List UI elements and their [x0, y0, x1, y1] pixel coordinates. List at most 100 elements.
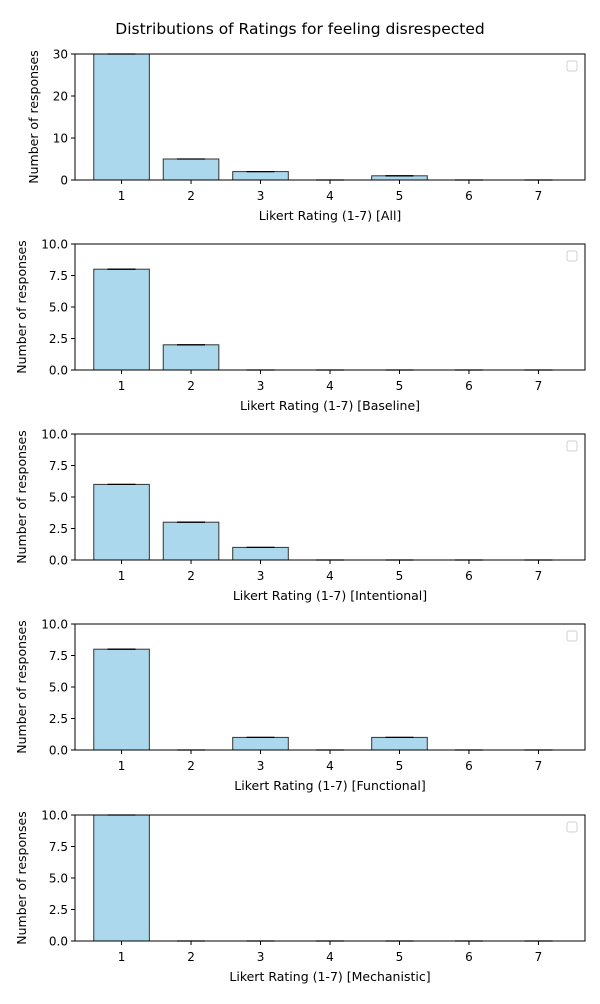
subplot-3: 1 2 3 4 5 6 7 0.0 2.5 5.0 7.5 10.0 Likert Rating (1-… [14, 428, 586, 603]
bar-1 [93, 814, 150, 942]
x-axis-label: Likert Rating (1-7) [Functional] [234, 778, 425, 793]
x-tick-label: 2 [187, 569, 195, 583]
bar-2 [162, 521, 220, 561]
y-tick-label: 0.0 [49, 744, 68, 758]
y-tick-label: 0.0 [49, 364, 68, 378]
x-tick-label: 3 [257, 759, 265, 773]
x-tick-label: 2 [187, 759, 195, 773]
axes-frame [74, 623, 586, 751]
y-tick-label: 7.5 [49, 649, 68, 663]
y-tick-label: 20 [53, 90, 68, 104]
x-tick-label: 4 [326, 189, 334, 203]
y-tick-label: 0.0 [49, 554, 68, 568]
subplot-5: 1 2 3 4 5 6 7 0.0 2.5 5.0 7.5 10.0 Likert Rating (1-… [14, 809, 586, 984]
y-tick-label: 2.5 [49, 332, 68, 346]
bar-1 [93, 648, 150, 751]
x-tick-label: 1 [118, 950, 126, 964]
subplots: 1 2 3 4 5 6 7 0 10 20 30 Likert Rating (1-7) [All] N… [14, 48, 586, 984]
x-tick-label: 4 [326, 759, 334, 773]
axes-frame [74, 243, 586, 371]
x-tick-label: 7 [535, 379, 543, 393]
x-tick-label: 7 [535, 759, 543, 773]
y-tick-label: 7.5 [49, 840, 68, 854]
y-axis-label: Number of responses [14, 811, 29, 945]
bar-1 [93, 268, 150, 371]
y-tick-label: 0 [60, 174, 68, 188]
x-tick-label: 5 [396, 569, 404, 583]
bar-2 [162, 344, 220, 371]
x-tick-label: 4 [326, 569, 334, 583]
y-tick-label: 2.5 [49, 903, 68, 917]
x-tick-label: 7 [535, 569, 543, 583]
x-tick-label: 2 [187, 379, 195, 393]
figure-title: Distributions of Ratings for feeling dis… [115, 20, 484, 38]
x-tick-label: 3 [257, 569, 265, 583]
y-tick-label: 30 [53, 48, 68, 62]
x-tick-label: 6 [465, 379, 473, 393]
subplot-4: 1 2 3 4 5 6 7 0.0 2.5 5.0 7.5 10.0 Likert Rating (1-… [14, 618, 586, 793]
x-tick-label: 5 [396, 759, 404, 773]
x-tick-label: 3 [257, 379, 265, 393]
x-tick-label: 3 [257, 950, 265, 964]
x-tick-label: 2 [187, 189, 195, 203]
legend-box [566, 821, 578, 833]
y-tick-label: 10.0 [41, 809, 68, 823]
legend-box [566, 60, 578, 72]
y-tick-label: 10 [53, 132, 68, 146]
x-tick-label: 2 [187, 950, 195, 964]
x-tick-label: 1 [118, 189, 126, 203]
subplot-1: 1 2 3 4 5 6 7 0 10 20 30 Likert Rating (1-7) [All] N… [26, 48, 586, 223]
legend-box [566, 250, 578, 262]
y-tick-label: 5.0 [49, 872, 68, 886]
x-axis-label: Likert Rating (1-7) [Mechanistic] [229, 969, 430, 984]
axes-frame [74, 53, 586, 181]
legend-box [566, 630, 578, 642]
x-tick-label: 5 [396, 189, 404, 203]
y-tick-label: 5.0 [49, 681, 68, 695]
y-tick-label: 2.5 [49, 522, 68, 536]
bar-5 [371, 736, 428, 751]
x-axis-label: Likert Rating (1-7) [Baseline] [240, 398, 420, 413]
x-axis-label: Likert Rating (1-7) [Intentional] [233, 588, 427, 603]
x-tick-label: 6 [465, 569, 473, 583]
x-tick-label: 1 [118, 569, 126, 583]
bar-2 [162, 158, 220, 181]
x-tick-label: 1 [118, 379, 126, 393]
x-tick-label: 6 [465, 950, 473, 964]
x-tick-label: 6 [465, 759, 473, 773]
x-axis-label: Likert Rating (1-7) [All] [259, 208, 402, 223]
y-tick-label: 10.0 [41, 238, 68, 252]
x-tick-label: 4 [326, 379, 334, 393]
bar-1 [93, 53, 150, 181]
bar-3 [232, 546, 289, 561]
x-tick-label: 7 [535, 950, 543, 964]
x-tick-label: 3 [257, 189, 265, 203]
y-tick-label: 5.0 [49, 491, 68, 505]
y-tick-label: 10.0 [41, 618, 68, 632]
bar-1 [93, 483, 150, 561]
subplot-2: 1 2 3 4 5 6 7 0.0 2.5 5.0 7.5 10.0 Likert Rating (1-… [14, 238, 586, 413]
x-tick-label: 4 [326, 950, 334, 964]
y-tick-label: 10.0 [41, 428, 68, 442]
x-tick-label: 5 [396, 950, 404, 964]
axes-frame [74, 814, 586, 942]
bar-3 [232, 736, 289, 751]
y-tick-label: 2.5 [49, 712, 68, 726]
legend-box [566, 440, 578, 452]
axes-frame [74, 433, 586, 561]
x-tick-label: 6 [465, 189, 473, 203]
y-tick-label: 7.5 [49, 269, 68, 283]
x-tick-label: 5 [396, 379, 404, 393]
y-axis-label: Number of responses [14, 620, 29, 754]
y-tick-label: 5.0 [49, 301, 68, 315]
y-tick-label: 0.0 [49, 935, 68, 949]
x-tick-label: 7 [535, 189, 543, 203]
bar-3 [232, 171, 289, 181]
x-tick-label: 1 [118, 759, 126, 773]
y-axis-label: Number of responses [14, 240, 29, 374]
y-axis-label: Number of responses [14, 430, 29, 564]
y-tick-label: 7.5 [49, 459, 68, 473]
y-axis-label: Number of responses [26, 50, 41, 184]
